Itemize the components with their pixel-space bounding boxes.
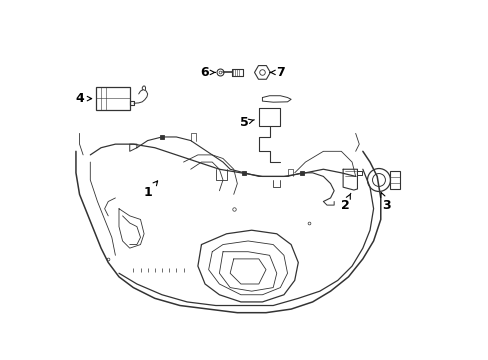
Bar	[389, 171, 399, 189]
Text: 6: 6	[201, 66, 215, 79]
Text: 5: 5	[240, 116, 254, 129]
Text: 1: 1	[143, 181, 157, 199]
Text: 2: 2	[340, 193, 350, 212]
Bar	[96, 87, 129, 110]
Text: 7: 7	[270, 66, 284, 79]
Text: 4: 4	[76, 92, 91, 105]
Text: 3: 3	[380, 193, 389, 212]
